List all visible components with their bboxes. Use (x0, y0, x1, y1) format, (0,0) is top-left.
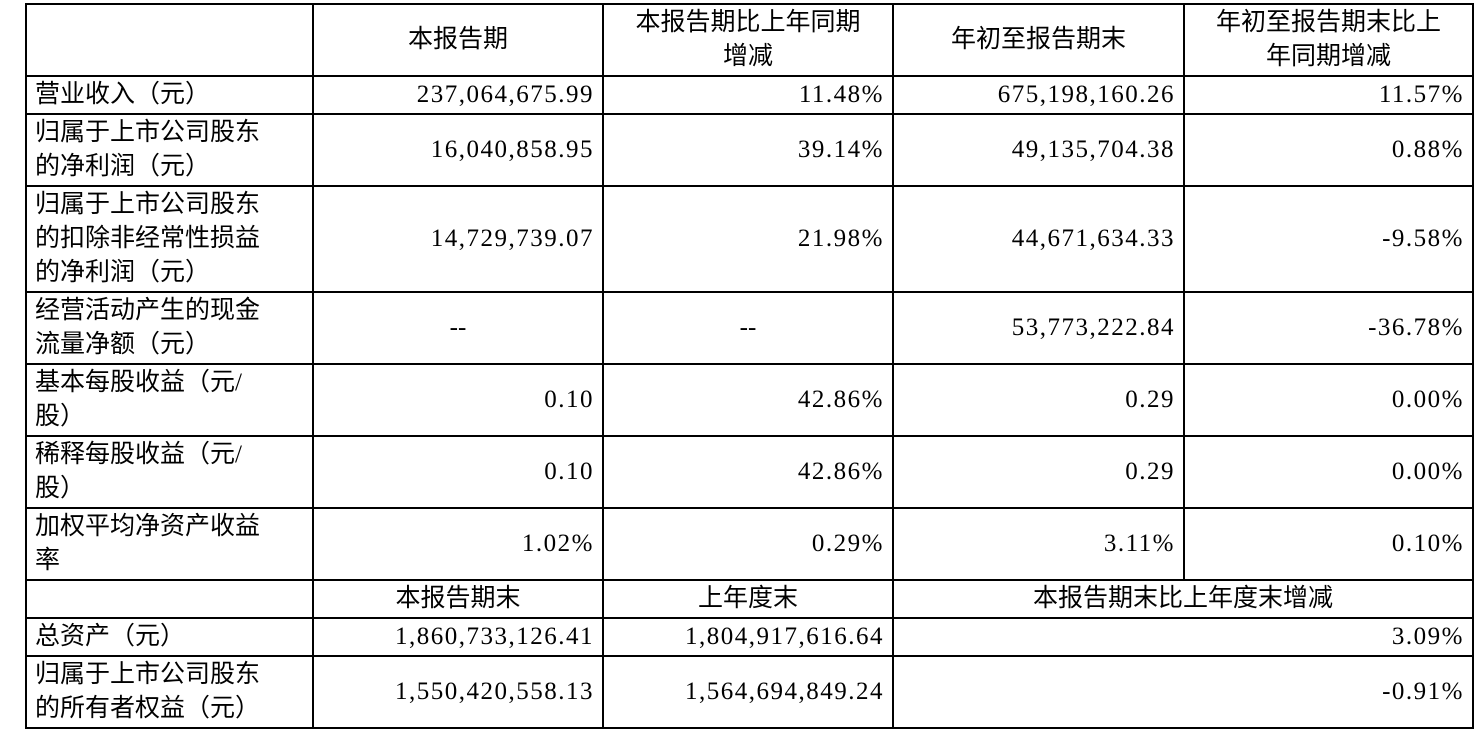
row-label: 归属于上市公司股东 的净利润（元） (25, 113, 314, 187)
table-row-operating-cash-flow: 经营活动产生的现金 流量净额（元） -- -- 53,773,222.84 -3… (25, 291, 1474, 365)
table-row-operating-revenue: 营业收入（元） 237,064,675.99 11.48% 675,198,16… (25, 75, 1474, 115)
value-yoy-change-na: -- (602, 291, 894, 365)
value-end-of-prior-year: 1,564,694,849.24 (602, 655, 894, 729)
value-yoy-change: 11.48% (602, 75, 894, 115)
value-ytd-change: -36.78% (1183, 291, 1474, 365)
value-ytd: 53,773,222.84 (892, 291, 1185, 365)
value-ytd-change: 11.57% (1183, 75, 1474, 115)
value-yoy-change: 0.29% (602, 507, 894, 581)
value-change-vs-prior-year-end: 3.09% (892, 617, 1474, 657)
header-corner-cell-2 (25, 579, 314, 619)
header-end-of-prior-year: 上年度末 (602, 579, 894, 619)
header-end-of-period: 本报告期末 (312, 579, 604, 619)
row-label: 经营活动产生的现金 流量净额（元） (25, 291, 314, 365)
value-yoy-change: 39.14% (602, 113, 894, 187)
value-current-period: 1.02% (312, 507, 604, 581)
value-ytd-change: -9.58% (1183, 185, 1474, 293)
value-ytd: 0.29 (892, 363, 1185, 437)
value-ytd-change: 0.10% (1183, 507, 1474, 581)
table-row-total-assets: 总资产（元） 1,860,733,126.41 1,804,917,616.64… (25, 617, 1474, 657)
row-label: 稀释每股收益（元/ 股） (25, 435, 314, 509)
value-ytd-change: 0.00% (1183, 435, 1474, 509)
value-current-period-na: -- (312, 291, 604, 365)
value-current-period: 16,040,858.95 (312, 113, 604, 187)
value-end-of-period: 1,550,420,558.13 (312, 655, 604, 729)
value-change-vs-prior-year-end: -0.91% (892, 655, 1474, 729)
row-label: 归属于上市公司股东 的所有者权益（元） (25, 655, 314, 729)
table-row-equity-attributable-to-shareholders: 归属于上市公司股东 的所有者权益（元） 1,550,420,558.13 1,5… (25, 655, 1474, 729)
table-row-net-profit-excl-nonrecurring: 归属于上市公司股东 的扣除非经常性损益 的净利润（元） 14,729,739.0… (25, 185, 1474, 293)
value-yoy-change: 42.86% (602, 363, 894, 437)
table-header-row-period: 本报告期 本报告期比上年同期 增减 年初至报告期末 年初至报告期末比上 年同期增… (25, 3, 1474, 77)
row-label: 基本每股收益（元/ 股） (25, 363, 314, 437)
value-ytd-change: 0.88% (1183, 113, 1474, 187)
table-header-row-period-end: 本报告期末 上年度末 本报告期末比上年度末增减 (25, 579, 1474, 619)
value-ytd: 3.11% (892, 507, 1185, 581)
value-ytd: 0.29 (892, 435, 1185, 509)
table-row-net-profit: 归属于上市公司股东 的净利润（元） 16,040,858.95 39.14% 4… (25, 113, 1474, 187)
row-label: 总资产（元） (25, 617, 314, 657)
value-current-period: 237,064,675.99 (312, 75, 604, 115)
header-ytd-yoy-change: 年初至报告期末比上 年同期增减 (1183, 3, 1474, 77)
header-current-period: 本报告期 (312, 3, 604, 77)
table-row-basic-eps: 基本每股收益（元/ 股） 0.10 42.86% 0.29 0.00% (25, 363, 1474, 437)
table-row-weighted-avg-roe: 加权平均净资产收益 率 1.02% 0.29% 3.11% 0.10% (25, 507, 1474, 581)
financial-summary-table: 本报告期 本报告期比上年同期 增减 年初至报告期末 年初至报告期末比上 年同期增… (25, 3, 1474, 729)
table-row-diluted-eps: 稀释每股收益（元/ 股） 0.10 42.86% 0.29 0.00% (25, 435, 1474, 509)
value-ytd-change: 0.00% (1183, 363, 1474, 437)
row-label: 营业收入（元） (25, 75, 314, 115)
value-end-of-prior-year: 1,804,917,616.64 (602, 617, 894, 657)
value-ytd: 44,671,634.33 (892, 185, 1185, 293)
value-ytd: 49,135,704.38 (892, 113, 1185, 187)
header-period-end-vs-prior-year-end: 本报告期末比上年度末增减 (892, 579, 1474, 619)
value-end-of-period: 1,860,733,126.41 (312, 617, 604, 657)
value-yoy-change: 42.86% (602, 435, 894, 509)
row-label: 归属于上市公司股东 的扣除非经常性损益 的净利润（元） (25, 185, 314, 293)
value-ytd: 675,198,160.26 (892, 75, 1185, 115)
value-yoy-change: 21.98% (602, 185, 894, 293)
header-corner-cell (25, 3, 314, 77)
value-current-period: 0.10 (312, 363, 604, 437)
value-current-period: 14,729,739.07 (312, 185, 604, 293)
header-year-to-date: 年初至报告期末 (892, 3, 1185, 77)
row-label: 加权平均净资产收益 率 (25, 507, 314, 581)
header-current-period-yoy-change: 本报告期比上年同期 增减 (602, 3, 894, 77)
value-current-period: 0.10 (312, 435, 604, 509)
